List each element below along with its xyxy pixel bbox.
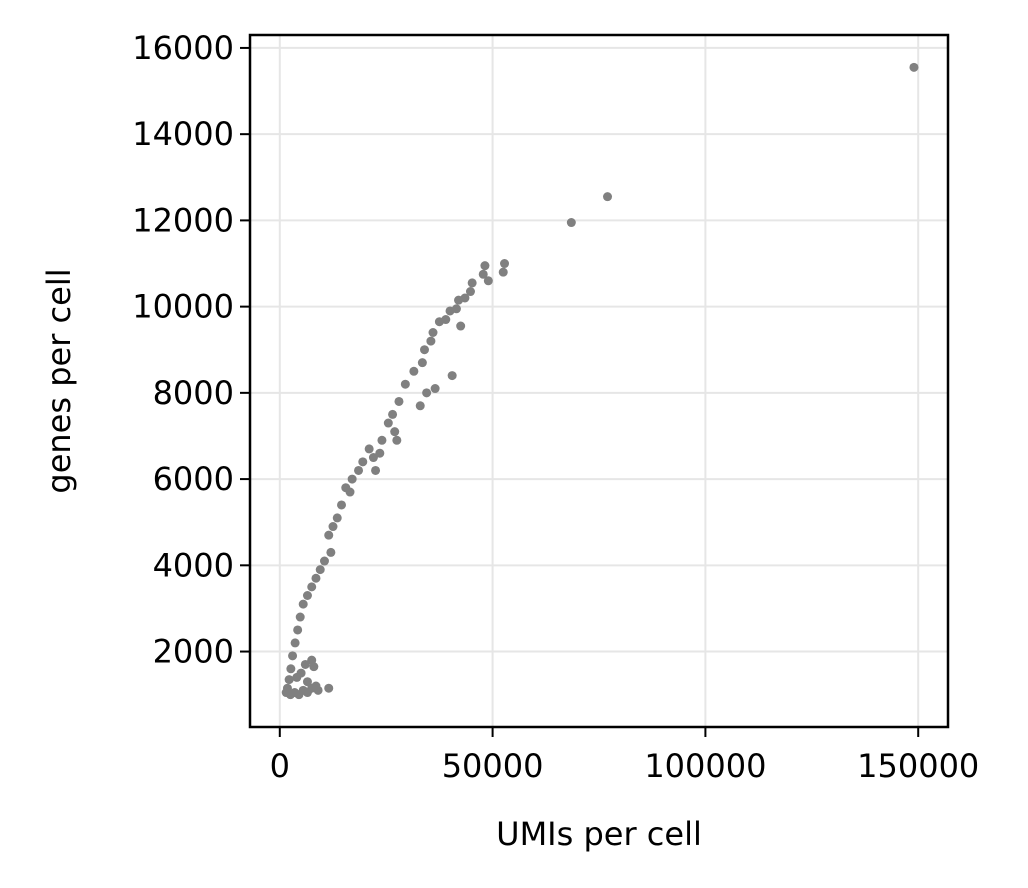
data-point xyxy=(467,278,477,288)
data-point xyxy=(400,379,410,389)
data-point xyxy=(409,366,419,376)
data-point xyxy=(302,590,312,600)
data-point xyxy=(394,396,404,406)
data-point xyxy=(566,218,576,228)
grid xyxy=(250,35,948,727)
data-point xyxy=(498,267,508,277)
scatter-points xyxy=(281,62,919,700)
data-point xyxy=(603,192,613,202)
data-point xyxy=(478,269,488,279)
data-point xyxy=(426,336,436,346)
data-point xyxy=(298,599,308,609)
y-axis-label: genes per cell xyxy=(40,268,78,493)
data-point xyxy=(388,409,398,419)
x-tick-label: 100000 xyxy=(644,747,766,785)
axis-ticks xyxy=(240,46,920,737)
data-point xyxy=(428,327,438,337)
data-point xyxy=(332,513,342,523)
data-point xyxy=(284,675,294,685)
data-point xyxy=(430,384,440,394)
plot-frame xyxy=(248,33,950,729)
data-point xyxy=(311,573,321,583)
data-point xyxy=(500,259,510,269)
data-point xyxy=(465,287,475,297)
data-point xyxy=(324,683,334,693)
y-tick-label: 2000 xyxy=(153,633,234,671)
data-point xyxy=(392,435,402,445)
data-point xyxy=(368,453,378,463)
y-tick-label: 8000 xyxy=(153,374,234,412)
data-point xyxy=(454,295,464,305)
data-point xyxy=(415,401,425,411)
data-point xyxy=(337,500,347,510)
data-point xyxy=(390,427,400,437)
data-point xyxy=(302,677,312,687)
data-point xyxy=(383,418,393,428)
y-tick-label: 6000 xyxy=(153,460,234,498)
data-point xyxy=(434,317,444,327)
x-axis-label: UMIs per cell xyxy=(496,815,702,853)
data-point xyxy=(315,565,325,575)
data-point xyxy=(292,672,302,682)
data-point xyxy=(364,444,374,454)
y-tick-label: 10000 xyxy=(132,288,234,326)
data-point xyxy=(286,664,296,674)
data-point xyxy=(300,659,310,669)
data-point xyxy=(326,547,336,557)
data-point xyxy=(341,483,351,493)
data-point xyxy=(293,625,303,635)
data-point xyxy=(328,522,338,532)
data-point xyxy=(319,556,329,566)
data-point xyxy=(288,651,298,661)
data-point xyxy=(456,321,466,331)
y-tick-label: 14000 xyxy=(132,115,234,153)
data-point xyxy=(354,465,364,475)
data-point xyxy=(371,465,381,475)
data-point xyxy=(347,474,357,484)
y-tick-label: 4000 xyxy=(153,546,234,584)
x-tick-label: 50000 xyxy=(442,747,544,785)
y-tick-label: 12000 xyxy=(132,201,234,239)
data-point xyxy=(447,371,457,381)
data-point xyxy=(290,638,300,648)
data-point xyxy=(313,685,323,695)
x-tick-label: 0 xyxy=(270,747,290,785)
tick-labels: 0 50000 100000 150000 2000 4000 6000 8000 10000 1… xyxy=(132,29,979,785)
data-point xyxy=(375,448,385,458)
data-point xyxy=(909,62,919,72)
data-point xyxy=(309,662,319,672)
x-tick-label: 150000 xyxy=(857,747,979,785)
data-point xyxy=(358,457,368,467)
data-point xyxy=(307,582,317,592)
data-point xyxy=(483,276,493,286)
data-point xyxy=(445,306,455,316)
data-point xyxy=(324,530,334,540)
y-tick-label: 16000 xyxy=(132,29,234,67)
data-point xyxy=(377,435,387,445)
data-point xyxy=(295,612,305,622)
data-point xyxy=(420,345,429,355)
data-point xyxy=(480,261,490,271)
data-point xyxy=(422,388,432,398)
data-point xyxy=(417,358,427,368)
